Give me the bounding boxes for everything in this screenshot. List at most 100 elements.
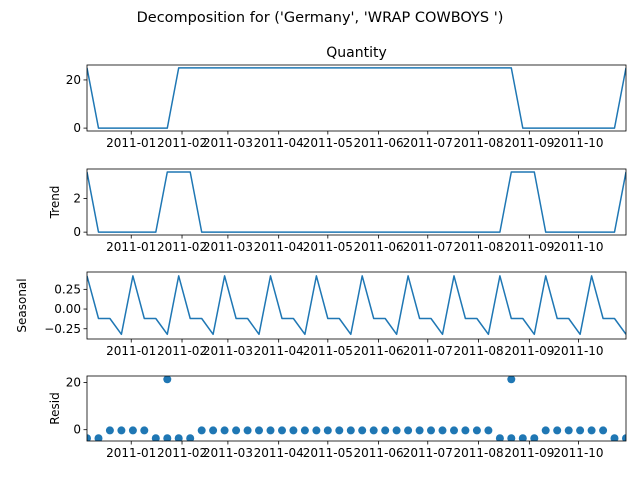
resid-point	[105, 426, 114, 435]
resid-point	[404, 426, 413, 435]
x-tick-label: 2011-09	[504, 240, 554, 254]
axes-frame	[86, 375, 627, 442]
resid-point	[197, 426, 206, 435]
resid-outlier-point	[163, 376, 172, 384]
resid-point	[495, 434, 504, 441]
resid-point	[186, 434, 195, 441]
resid-point	[461, 426, 470, 435]
x-tick-label: 2011-03	[203, 446, 253, 460]
resid-point	[599, 426, 608, 435]
resid-outlier-point	[507, 376, 516, 384]
resid-point	[530, 434, 539, 441]
resid-point	[117, 426, 126, 435]
x-tick-label: 2011-02	[157, 136, 207, 150]
x-tick-label: 2011-03	[203, 240, 253, 254]
resid-point	[392, 426, 401, 435]
x-tick-label: 2011-04	[254, 136, 304, 150]
x-tick-label: 2011-06	[354, 344, 404, 358]
x-tick-label: 2011-02	[157, 446, 207, 460]
resid-point	[553, 426, 562, 435]
resid-point	[87, 434, 91, 441]
resid-point	[278, 426, 286, 435]
x-tick-label: 2011-09	[504, 344, 554, 358]
resid-point	[151, 434, 160, 441]
resid-point	[140, 426, 149, 435]
resid-point	[438, 426, 447, 435]
y-axis-label: Seasonal	[15, 278, 29, 332]
resid-point	[472, 426, 481, 435]
series-line	[87, 275, 626, 336]
resid-point	[507, 434, 516, 441]
x-tick-label: 2011-01	[106, 240, 156, 254]
x-tick-label: 2011-02	[157, 240, 207, 254]
resid-point	[243, 426, 252, 435]
x-tick-label: 2011-06	[354, 446, 404, 460]
data-layer	[87, 275, 626, 336]
y-axis-label: Trend	[48, 186, 62, 220]
resid-point	[289, 426, 298, 435]
x-tick-label: 2011-06	[354, 136, 404, 150]
y-tick-label: 2	[73, 191, 81, 205]
resid-point	[622, 434, 626, 441]
x-tick-label: 2011-01	[106, 446, 156, 460]
resid-point	[541, 426, 550, 435]
axes-frame	[86, 64, 627, 132]
figure-suptitle: Decomposition for ('Germany', 'WRAP COWB…	[137, 10, 504, 26]
resid-point	[266, 426, 275, 435]
x-tick-label: 2011-10	[553, 240, 603, 254]
resid-point	[232, 426, 241, 435]
resid-point	[323, 426, 332, 435]
resid-point	[564, 426, 573, 435]
resid-point	[128, 426, 137, 435]
series-line	[87, 67, 626, 129]
y-tick-label: 0.00	[54, 302, 81, 316]
resid-point	[220, 426, 229, 435]
resid-point	[381, 426, 390, 435]
x-tick-label: 2011-05	[303, 344, 353, 358]
y-tick-label: −0.25	[44, 322, 81, 336]
x-tick-label: 2011-10	[553, 344, 603, 358]
resid-point	[174, 434, 183, 441]
x-tick-label: 2011-09	[504, 136, 554, 150]
x-tick-label: 2011-03	[203, 344, 253, 358]
resid-point	[484, 426, 493, 435]
axes-frame	[86, 168, 627, 236]
resid-point	[450, 426, 458, 435]
x-tick-label: 2011-05	[303, 136, 353, 150]
x-tick-label: 2011-07	[403, 136, 453, 150]
y-tick-label: 20	[66, 376, 81, 390]
x-tick-label: 2011-05	[303, 446, 353, 460]
x-tick-label: 2011-02	[157, 344, 207, 358]
axes-frame	[86, 271, 627, 340]
x-tick-label: 2011-07	[403, 240, 453, 254]
data-layer	[87, 171, 626, 233]
series-line	[87, 171, 626, 233]
x-tick-label: 2011-01	[106, 344, 156, 358]
subplot-title: Quantity	[326, 45, 387, 61]
resid-point	[312, 426, 321, 435]
x-tick-label: 2011-05	[303, 240, 353, 254]
x-tick-label: 2011-04	[254, 446, 304, 460]
resid-point	[300, 426, 309, 435]
data-layer	[87, 67, 626, 129]
y-tick-label: 0	[73, 423, 81, 437]
y-axis-label: Resid	[48, 392, 62, 424]
resid-point	[369, 426, 378, 435]
y-tick-label: 20	[66, 73, 81, 87]
resid-point	[346, 426, 355, 435]
resid-point	[94, 434, 103, 441]
resid-point	[358, 426, 367, 435]
resid-point	[427, 426, 435, 435]
x-tick-label: 2011-07	[403, 344, 453, 358]
x-tick-label: 2011-08	[453, 344, 503, 358]
x-tick-label: 2011-03	[203, 136, 253, 150]
x-tick-label: 2011-10	[553, 446, 603, 460]
x-tick-label: 2011-07	[403, 446, 453, 460]
